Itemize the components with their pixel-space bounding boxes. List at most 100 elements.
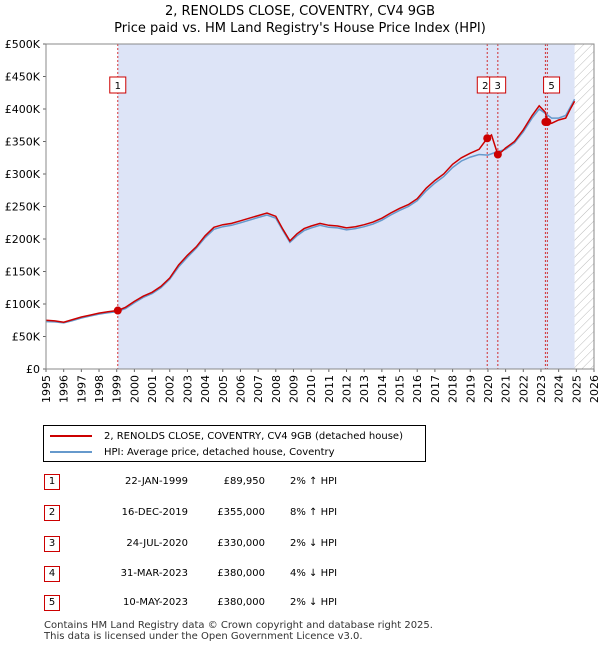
sale-hpi-diff: 8% ↑ HPI [290, 507, 338, 518]
chart-title: 2, RENOLDS CLOSE, COVENTRY, CV4 9GB [164, 4, 436, 19]
y-tick-label: £50K [12, 331, 41, 344]
x-tick-label: 2006 [234, 375, 247, 403]
sale-hpi-diff: 2% ↓ HPI [290, 597, 338, 608]
sale-point [483, 134, 492, 143]
y-tick-label: £500K [5, 38, 41, 51]
x-tick-label: 2017 [429, 375, 442, 403]
sale-label-text: 3 [494, 81, 500, 92]
y-tick-label: £0 [26, 363, 40, 376]
price-paid-line [45, 100, 576, 323]
x-tick-label: 1998 [93, 375, 106, 403]
x-tick-label: 2007 [252, 375, 265, 403]
x-tick-label: 2012 [341, 375, 354, 403]
x-tick-label: 2008 [270, 375, 283, 403]
y-tick-label: £150K [5, 266, 41, 279]
sale-price: £380,000 [217, 597, 265, 608]
chart-legend: 2, RENOLDS CLOSE, COVENTRY, CV4 9GB (det… [43, 425, 426, 462]
x-tick-label: 2013 [358, 375, 371, 403]
y-tick-label: £400K [5, 103, 41, 116]
sale-number: 1 [44, 474, 60, 490]
x-tick-label: 2024 [553, 375, 566, 403]
sale-label-box [543, 76, 561, 94]
x-tick-label: 2009 [287, 375, 300, 403]
x-tick-label: 2015 [394, 375, 407, 403]
x-tick-label: 2021 [500, 375, 513, 403]
sale-point [113, 306, 122, 315]
legend-hpi-swatch [50, 451, 92, 453]
legend-price-label: 2, RENOLDS CLOSE, COVENTRY, CV4 9GB (det… [104, 430, 403, 442]
x-tick-label: 2003 [181, 375, 194, 403]
sale-row: 3 24-JUL-2020 £330,000 2% ↓ HPI [0, 534, 600, 554]
plot-frame [45, 43, 595, 370]
sale-label: 5 [543, 76, 561, 94]
x-tick-label: 2010 [305, 375, 318, 403]
x-tick-label: 1996 [58, 375, 71, 403]
x-tick-label: 2014 [376, 375, 389, 403]
sale-label: 3 [489, 76, 507, 94]
sale-point [543, 118, 552, 126]
footer-licence: This data is licensed under the Open Gov… [44, 631, 363, 642]
x-tick-label: 1995 [40, 375, 53, 403]
y-tick-label: £450K [5, 71, 41, 84]
sale-row: 4 31-MAR-2023 £380,000 4% ↓ HPI [0, 564, 600, 584]
sale-row: 2 16-DEC-2019 £355,000 8% ↑ HPI [0, 503, 600, 523]
sale-hpi-diff: 4% ↓ HPI [290, 568, 338, 579]
legend-hpi-label: HPI: Average price, detached house, Cove… [104, 446, 335, 458]
x-tick-label: 2018 [447, 375, 460, 403]
sale-hpi-diff: 2% ↓ HPI [290, 538, 338, 549]
sale-price: £355,000 [217, 507, 265, 518]
sale-number: 5 [44, 595, 60, 611]
y-tick-label: £200K [5, 233, 41, 246]
x-tick-label: 2001 [146, 375, 159, 403]
x-tick-label: 2004 [199, 375, 212, 403]
hpi-line [45, 98, 576, 324]
footer: Contains HM Land Registry data © Crown c… [44, 620, 433, 642]
x-tick-label: 2026 [588, 375, 600, 403]
y-tick-label: £300K [5, 168, 41, 181]
sale-date: 24-JUL-2020 [126, 538, 188, 549]
x-tick-label: 1997 [75, 375, 88, 403]
x-tick-label: 2016 [411, 375, 424, 403]
x-tick-label: 2019 [464, 375, 477, 403]
price-chart: £0 £50K £100K £150K £200K £250K £300K £350K £400… [5, 38, 600, 403]
sale-label-text: 5 [548, 81, 554, 92]
sale-label-text: 1 [115, 81, 121, 92]
x-tick-label: 2022 [517, 375, 530, 403]
sale-number: 2 [44, 505, 60, 521]
x-tick-label: 2023 [535, 375, 548, 403]
x-tick-label: 2025 [570, 375, 583, 403]
x-tick-label: 2011 [323, 375, 336, 403]
legend-item-hpi: HPI: Average price, detached house, Cove… [50, 444, 335, 460]
shaded-region [117, 44, 575, 369]
y-tick-label: £250K [5, 201, 41, 214]
x-tick-label: 1999 [111, 375, 124, 403]
sale-row: 5 10-MAY-2023 £380,000 2% ↓ HPI [0, 593, 600, 613]
sale-label-box [489, 76, 507, 94]
x-tick-label: 2005 [217, 375, 230, 403]
sale-point [493, 150, 502, 159]
sale-hpi-diff: 2% ↑ HPI [290, 476, 338, 487]
sale-date: 16-DEC-2019 [121, 507, 188, 518]
y-tick-label: £350K [5, 136, 41, 149]
sale-row: 1 22-JAN-1999 £89,950 2% ↑ HPI [0, 472, 600, 492]
sale-label-box [109, 76, 127, 94]
future-region [574, 44, 594, 369]
legend-price-swatch [50, 435, 92, 437]
sale-number: 4 [44, 566, 60, 582]
sale-date: 31-MAR-2023 [120, 568, 188, 579]
sale-price: £380,000 [217, 568, 265, 579]
sale-label-text: 2 [482, 81, 488, 92]
x-tick-label: 2020 [482, 375, 495, 403]
x-tick-label: 2000 [128, 375, 141, 403]
chart-subtitle: Price paid vs. HM Land Registry's House … [114, 21, 486, 36]
footer-copyright: Contains HM Land Registry data © Crown c… [44, 620, 433, 631]
sale-price: £330,000 [217, 538, 265, 549]
y-tick-label: £100K [5, 298, 41, 311]
x-tick-label: 2002 [164, 375, 177, 403]
sale-number: 3 [44, 536, 60, 552]
legend-item-price: 2, RENOLDS CLOSE, COVENTRY, CV4 9GB (det… [50, 428, 403, 444]
sale-date: 22-JAN-1999 [124, 476, 188, 487]
sale-price: £89,950 [223, 476, 265, 487]
sale-label: 1 [109, 76, 127, 94]
sale-date: 10-MAY-2023 [122, 597, 188, 608]
